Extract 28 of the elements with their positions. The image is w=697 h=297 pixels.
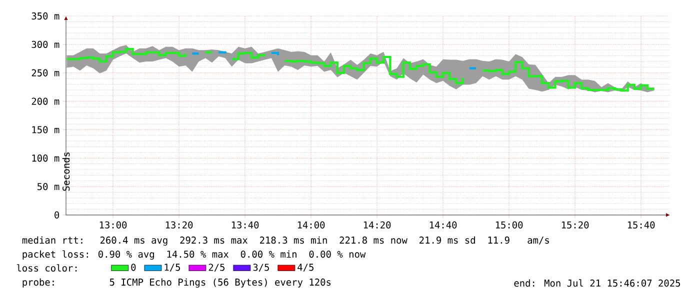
x-tick-label: 13:00 xyxy=(100,221,127,229)
y-tick-label: 250 m xyxy=(32,69,60,76)
text: probe: 5 ICMP Echo Pings (56 Bytes) every 120s xyxy=(22,278,331,288)
x-tick-label: 13:20 xyxy=(166,221,193,229)
legend-label: 0 xyxy=(131,264,136,271)
y-tick-label: 350 m xyxy=(32,12,60,20)
text: median rtt: 260.4 ms avg 292.3 ms max 218.3 ms min 221.8 ms now 21.9 ms sd 11.9 am/s xyxy=(22,236,549,246)
legend-label: 2/5 xyxy=(208,264,224,272)
y-tick-label: 100 m xyxy=(32,154,60,162)
y-tick-label: 0 xyxy=(54,211,60,219)
legend-label: 4/5 xyxy=(298,264,314,272)
y-axis-title: Seconds xyxy=(62,152,70,191)
legend-label: 1/5 xyxy=(164,264,180,272)
text: end: Mon Jul 21 15:46:07 2025 xyxy=(514,279,680,287)
x-tick-label: 15:00 xyxy=(496,221,523,229)
legend-label: 3/5 xyxy=(253,264,269,272)
x-tick-label: 14:40 xyxy=(430,221,457,229)
y-tick-label: 300 m xyxy=(32,40,60,48)
x-tick-label: 15:20 xyxy=(562,221,589,229)
y-tick-label: 50 m xyxy=(38,182,60,190)
x-tick-label: 14:20 xyxy=(364,221,391,229)
legend-title: loss color: xyxy=(16,264,77,272)
x-tick-label: 13:40 xyxy=(232,221,259,229)
y-tick-label: 150 m xyxy=(32,126,60,134)
y-tick-label: 200 m xyxy=(32,98,60,105)
x-tick-label: 15:40 xyxy=(628,221,655,229)
x-tick-label: 14:00 xyxy=(298,221,325,229)
text: packet loss: 0.90 % avg 14.50 % max 0.00 % min 0.00 % now xyxy=(22,250,366,260)
